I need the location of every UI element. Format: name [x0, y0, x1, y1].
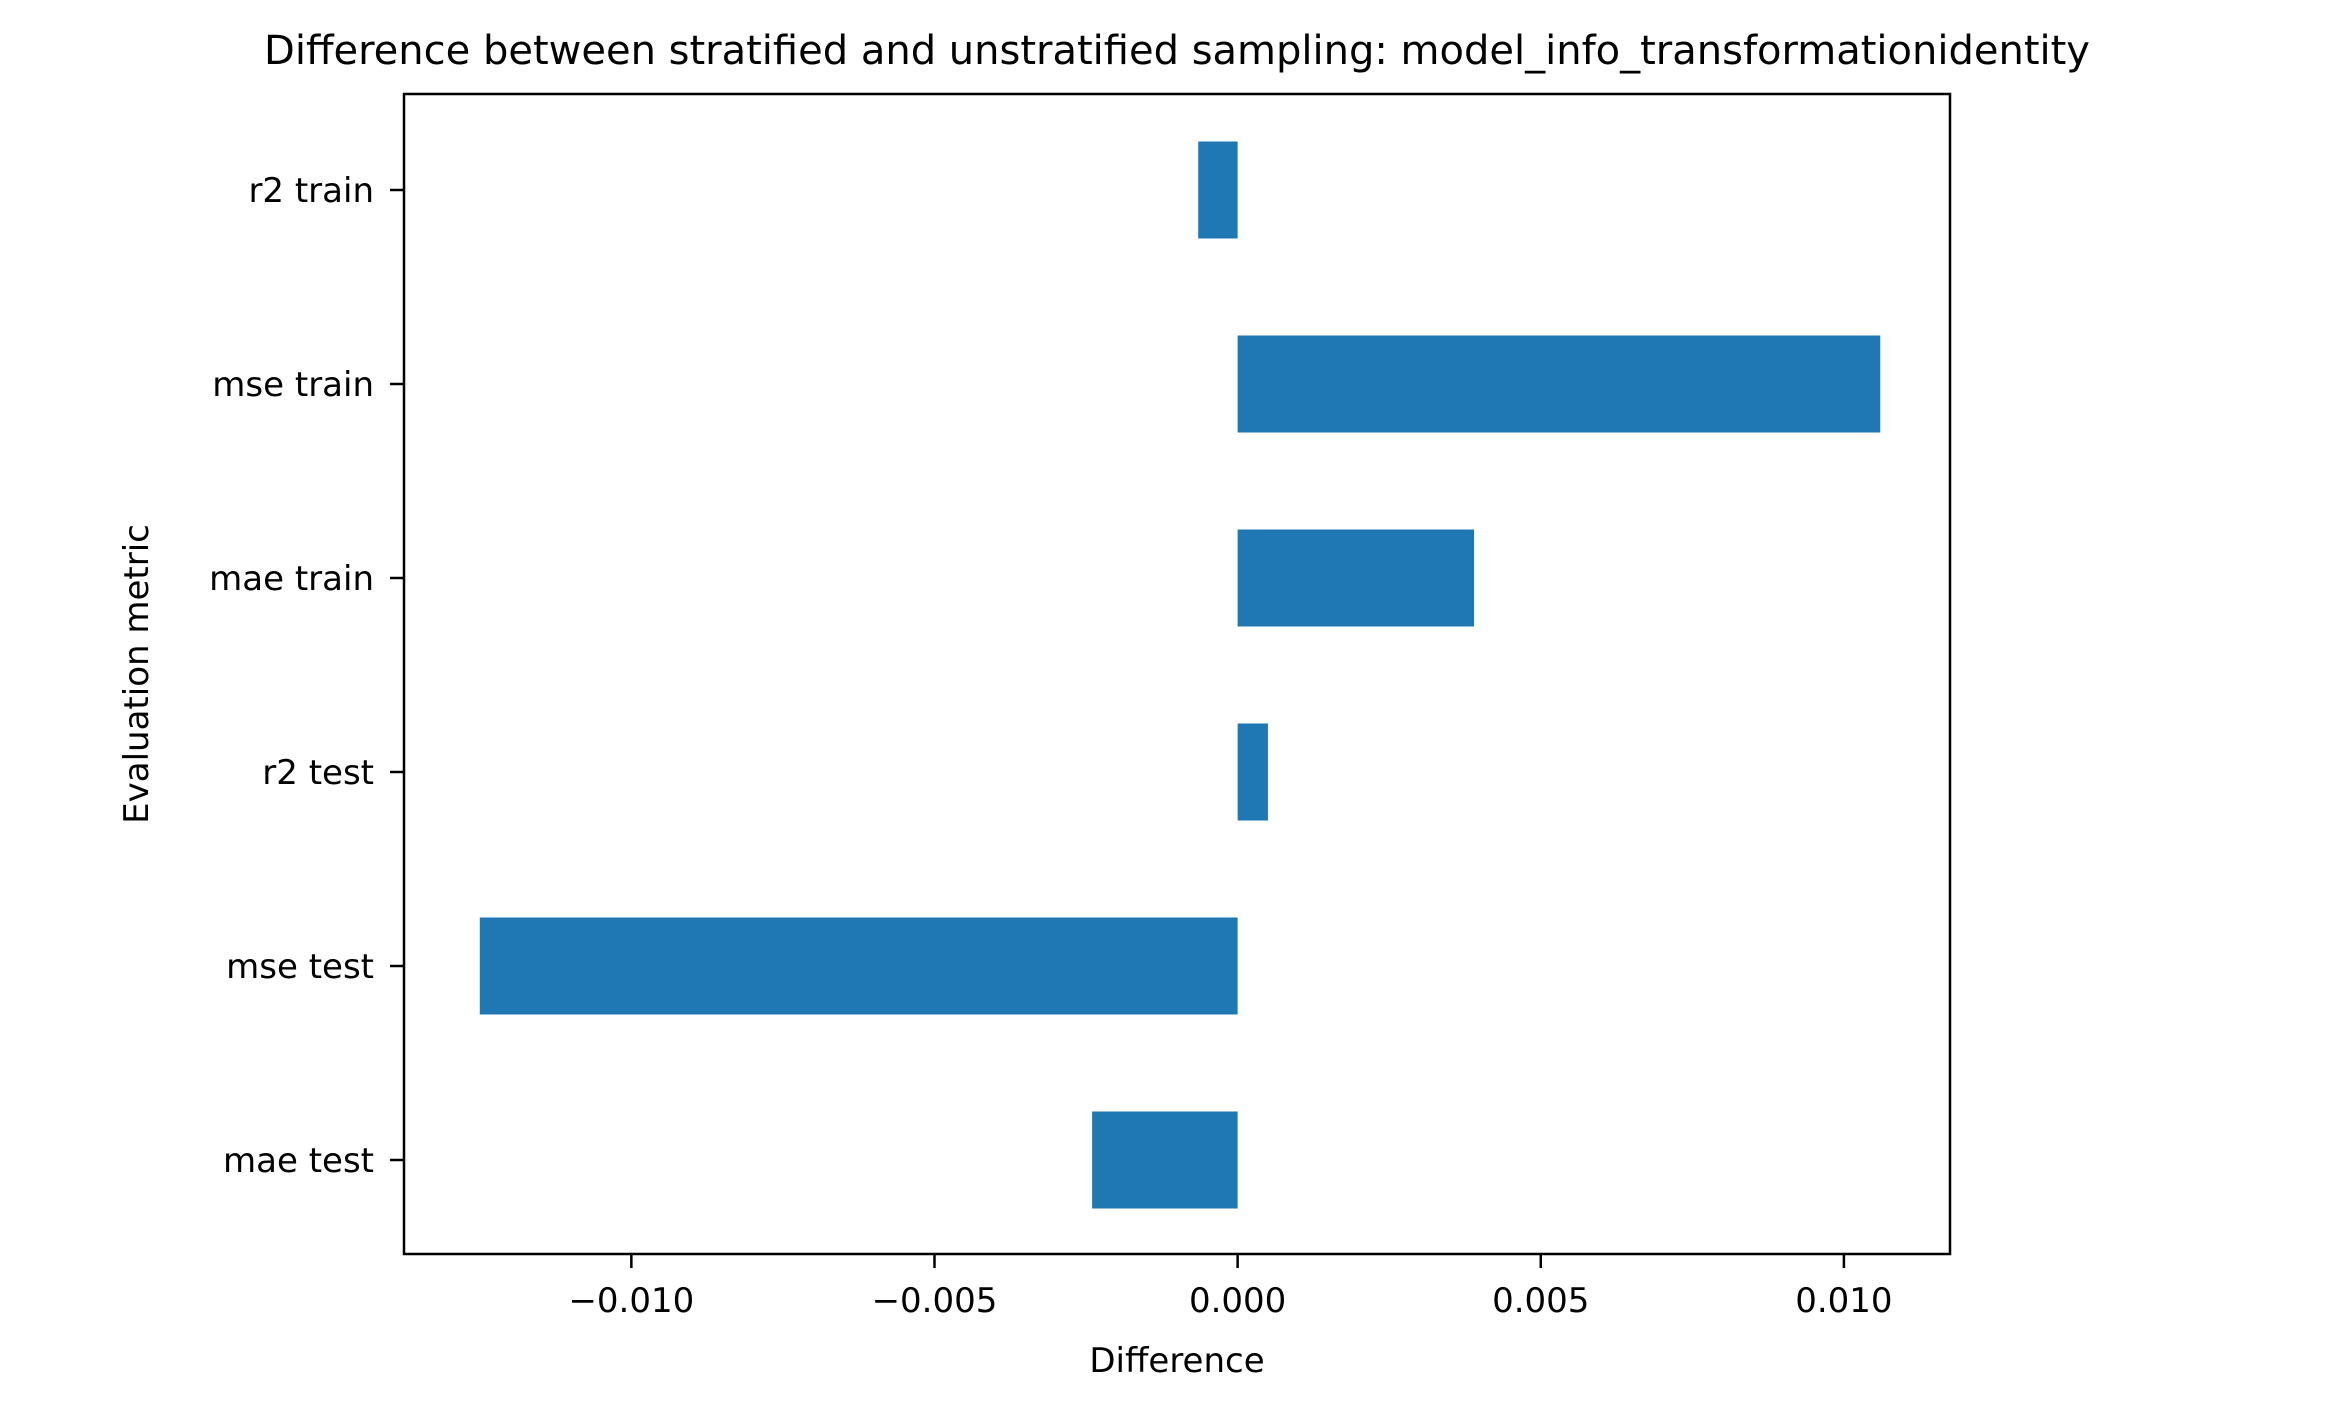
y-tick-label-r2-test: r2 test — [262, 753, 374, 793]
bars-layer — [479, 141, 1881, 1209]
bar-r2-test — [1237, 723, 1268, 821]
y-tick-label-mae-test: mae test — [223, 1141, 374, 1181]
plot-area-frame — [402, 92, 1952, 1256]
x-axis-ticks: −0.010 −0.005 0.000 0.005 0.010 — [568, 1254, 1893, 1321]
x-tick-label-0: −0.010 — [568, 1281, 694, 1321]
x-tick-label-3: 0.005 — [1492, 1281, 1589, 1321]
x-axis-label: Difference — [1089, 1341, 1264, 1381]
x-tick-label-2: 0.000 — [1189, 1281, 1286, 1321]
y-tick-label-mse-train: mse train — [212, 365, 374, 405]
bar-mae-test — [1092, 1111, 1238, 1209]
y-tick-label-mae-train: mae train — [209, 559, 374, 599]
x-tick-label-4: 0.010 — [1795, 1281, 1892, 1321]
x-tick-label-1: −0.005 — [872, 1281, 998, 1321]
chart-title: Difference between stratified and unstra… — [264, 28, 2090, 74]
bar-r2-train — [1198, 141, 1238, 239]
y-tick-label-r2-train: r2 train — [248, 171, 374, 211]
bar-mae-train — [1237, 529, 1475, 627]
bar-mse-train — [1237, 335, 1881, 433]
y-axis-ticks: mae test mse test r2 test mae train mse trai… — [209, 171, 404, 1181]
y-axis-label: Evaluation metric — [117, 524, 157, 824]
y-tick-label-mse-test: mse test — [226, 947, 374, 987]
bar-mse-test — [479, 917, 1238, 1015]
